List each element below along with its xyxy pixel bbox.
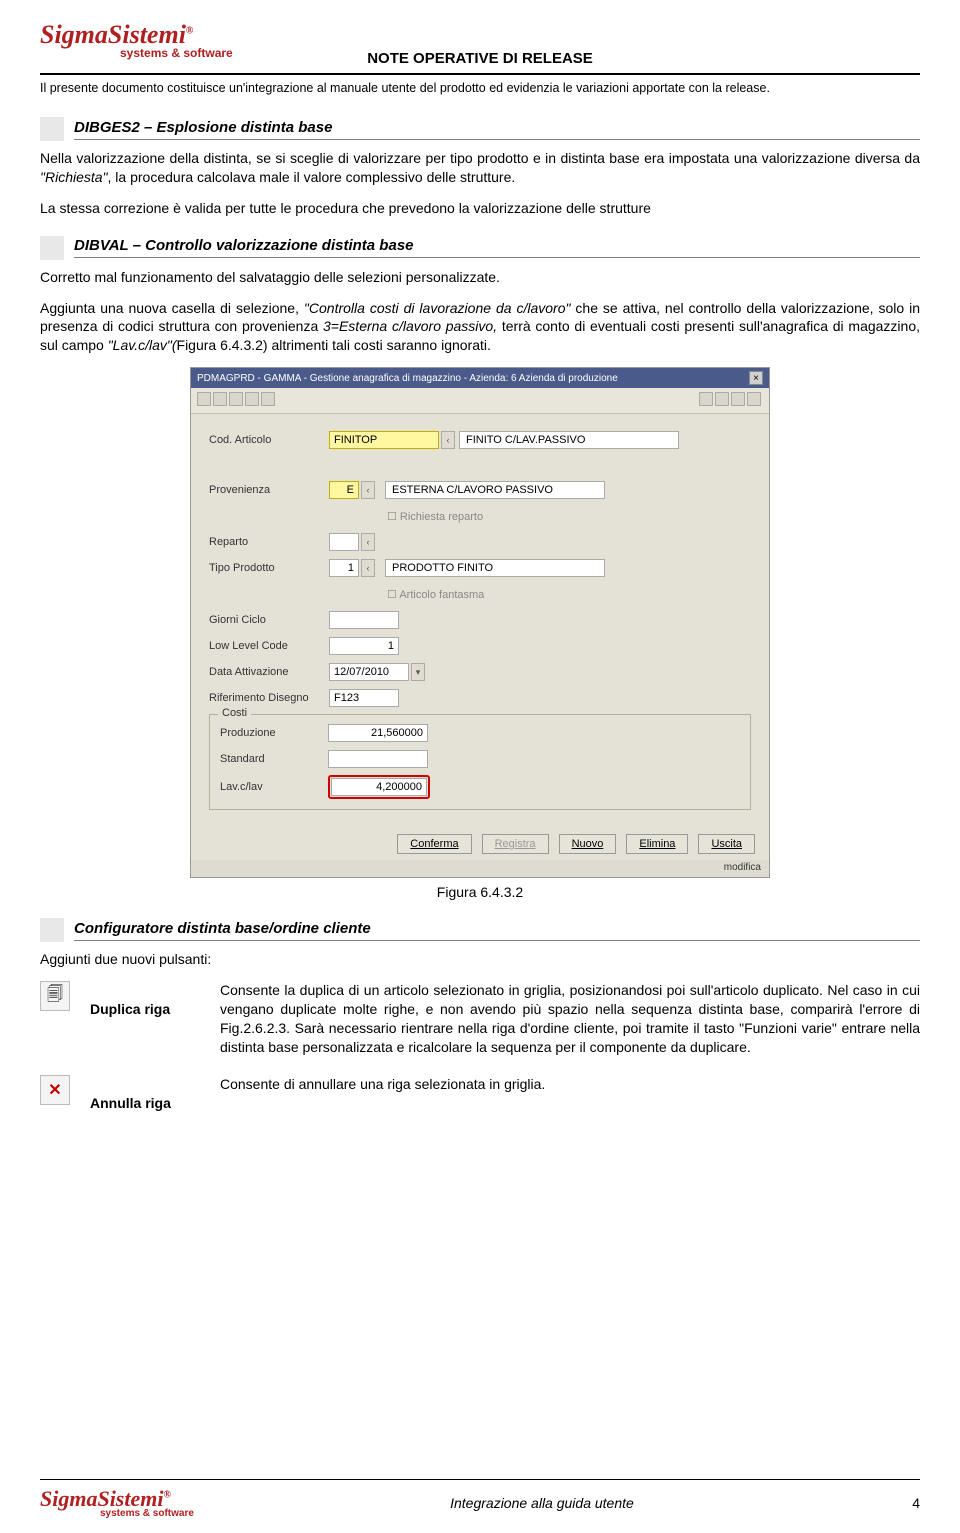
app-screenshot: PDMAGPRD - GAMMA - Gestione anagrafica d… [190,367,770,878]
input-giorni-ciclo[interactable] [329,611,399,629]
toolbar-icon[interactable] [261,392,275,406]
desc-tipo-prodotto: PRODOTTO FINITO [385,559,605,577]
desc-cod-articolo: FINITO C/LAV.PASSIVO [459,431,679,449]
section2-heading: DIBVAL – Controllo valorizzazione distin… [40,236,920,260]
input-lavclav[interactable]: 4,200000 [331,778,427,796]
label-standard: Standard [220,753,328,765]
footer-text: Integrazione alla guida utente [194,1495,890,1511]
toolbar-icon[interactable] [197,392,211,406]
input-data-attivazione[interactable]: 12/07/2010 [329,663,409,681]
checkbox-articolo-fantasma[interactable]: ☐ Articolo fantasma [387,588,484,601]
section2-paragraph2: Aggiunta una nuova casella di selezione,… [40,299,920,356]
section2-title: DIBVAL – Controllo valorizzazione distin… [74,237,920,258]
window-toolbar [191,388,769,414]
nuovo-button[interactable]: Nuovo [559,834,617,854]
costi-group-title: Costi [218,707,251,719]
lookup-icon[interactable]: ‹ [361,481,375,499]
section3-title: Configuratore distinta base/ordine clien… [74,920,920,941]
label-rif-disegno: Riferimento Disegno [209,692,329,704]
section-marker [40,236,64,260]
calendar-icon[interactable]: ▾ [411,663,425,681]
section3-intro: Aggiunti due nuovi pulsanti: [40,950,920,969]
duplica-riga-desc: Consente la duplica di un articolo selez… [220,981,920,1057]
toolbar-icon[interactable] [245,392,259,406]
intro-text: Il presente documento costituisce un'int… [40,81,920,95]
label-reparto: Reparto [209,536,329,548]
button-list: 🗐 Duplica riga Consente la duplica di un… [40,981,920,1111]
section-marker [40,117,64,141]
input-rif-disegno[interactable]: F123 [329,689,399,707]
status-bar: modifica [191,860,769,877]
label-produzione: Produzione [220,727,328,739]
label-low-level: Low Level Code [209,640,329,652]
close-icon[interactable]: × [749,371,763,385]
uscita-button[interactable]: Uscita [698,834,755,854]
cancel-icon: ✕ [40,1075,70,1105]
annulla-riga-label: Annulla riga [90,1075,220,1111]
lookup-icon[interactable]: ‹ [361,559,375,577]
lookup-icon[interactable]: ‹ [361,533,375,551]
window-titlebar: PDMAGPRD - GAMMA - Gestione anagrafica d… [191,368,769,388]
figure-caption: Figura 6.4.3.2 [40,884,920,900]
duplicate-icon: 🗐 [40,981,70,1011]
label-tipo-prodotto: Tipo Prodotto [209,562,329,574]
section3-heading: Configuratore distinta base/ordine clien… [40,918,920,942]
list-item: ✕ Annulla riga Consente di annullare una… [40,1075,920,1111]
input-cod-articolo[interactable]: FINITOP [329,431,439,449]
section1-heading: DIBGES2 – Esplosione distinta base [40,117,920,141]
toolbar-icon[interactable] [213,392,227,406]
lookup-icon[interactable]: ‹ [441,431,455,449]
label-lavclav: Lav.c/lav [220,781,328,793]
page-footer: SigmaSistemi® systems & software Integra… [40,1479,920,1519]
input-provenienza[interactable]: E [329,481,359,499]
costi-group: Costi Produzione 21,560000 Standard Lav.… [209,714,751,810]
section1-paragraph2: La stessa correzione è valida per tutte … [40,199,920,218]
page-number: 4 [890,1495,920,1511]
toolbar-left-icons [197,392,277,409]
highlight-box: 4,200000 [328,775,430,799]
checkbox-richiesta-reparto[interactable]: ☐ Richiesta reparto [387,510,483,523]
toolbar-icon[interactable] [747,392,761,406]
input-low-level[interactable]: 1 [329,637,399,655]
input-reparto[interactable] [329,533,359,551]
section1-title: DIBGES2 – Esplosione distinta base [74,119,920,140]
registra-button[interactable]: Registra [482,834,549,854]
toolbar-icon[interactable] [699,392,713,406]
toolbar-right-icons [699,392,763,409]
section2-paragraph1: Corretto mal funzionamento del salvatagg… [40,268,920,287]
label-provenienza: Provenienza [209,484,329,496]
input-standard[interactable] [328,750,428,768]
footer-logo: SigmaSistemi® systems & software [40,1486,194,1519]
desc-provenienza: ESTERNA C/LAVORO PASSIVO [385,481,605,499]
label-cod-articolo: Cod. Articolo [209,434,329,446]
input-tipo-prodotto[interactable]: 1 [329,559,359,577]
header-divider [40,73,920,75]
section-marker [40,918,64,942]
toolbar-icon[interactable] [731,392,745,406]
input-produzione[interactable]: 21,560000 [328,724,428,742]
label-data-attivazione: Data Attivazione [209,666,329,678]
toolbar-icon[interactable] [715,392,729,406]
list-item: 🗐 Duplica riga Consente la duplica di un… [40,981,920,1057]
duplica-riga-label: Duplica riga [90,981,220,1017]
toolbar-icon[interactable] [229,392,243,406]
label-giorni-ciclo: Giorni Ciclo [209,614,329,626]
elimina-button[interactable]: Elimina [626,834,688,854]
conferma-button[interactable]: Conferma [397,834,471,854]
window-title: PDMAGPRD - GAMMA - Gestione anagrafica d… [197,373,618,384]
dialog-buttons: Conferma Registra Nuovo Elimina Uscita [191,820,769,860]
annulla-riga-desc: Consente di annullare una riga seleziona… [220,1075,920,1094]
section1-paragraph1: Nella valorizzazione della distinta, se … [40,149,920,187]
